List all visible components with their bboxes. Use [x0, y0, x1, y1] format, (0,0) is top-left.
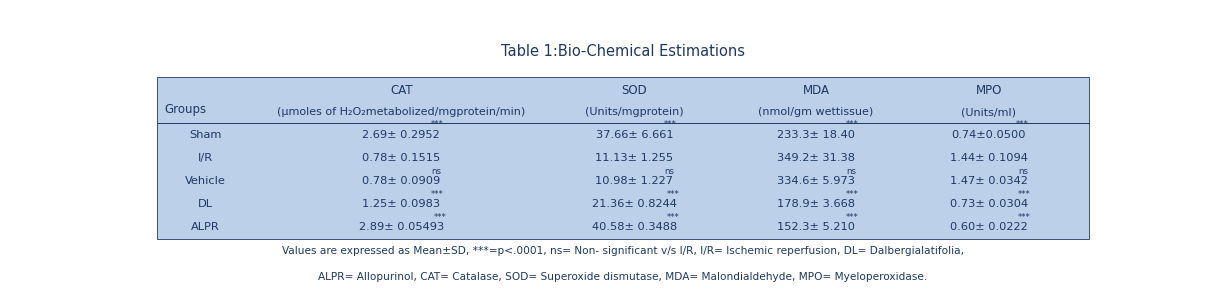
Text: 0.60± 0.0222: 0.60± 0.0222 [950, 222, 1028, 232]
Text: 2.89± 0.05493: 2.89± 0.05493 [358, 222, 443, 232]
Text: ***: *** [666, 213, 679, 222]
Text: ALPR= Allopurinol, CAT= Catalase, SOD= Superoxide dismutase, MDA= Malondialdehyd: ALPR= Allopurinol, CAT= Catalase, SOD= S… [318, 272, 927, 282]
Text: ***: *** [431, 120, 443, 130]
Text: ***: *** [1018, 190, 1032, 199]
Text: ns: ns [1018, 167, 1028, 176]
Text: ***: *** [846, 120, 859, 130]
Text: 233.3± 18.40: 233.3± 18.40 [778, 130, 855, 140]
Text: DL: DL [198, 199, 213, 209]
FancyBboxPatch shape [157, 77, 1089, 239]
Text: 37.66± 6.661: 37.66± 6.661 [595, 130, 673, 140]
Text: ***: *** [434, 213, 446, 222]
Text: MDA: MDA [803, 84, 830, 97]
Text: ***: *** [665, 120, 677, 130]
Text: ***: *** [1018, 213, 1032, 222]
Text: 1.25± 0.0983: 1.25± 0.0983 [362, 199, 440, 209]
Text: ***: *** [1016, 120, 1029, 130]
Text: (Units/mgprotein): (Units/mgprotein) [586, 107, 684, 117]
Text: ns: ns [846, 167, 855, 176]
Text: 21.36± 0.8244: 21.36± 0.8244 [592, 199, 677, 209]
Text: (nmol/gm wettissue): (nmol/gm wettissue) [758, 107, 874, 117]
Text: 349.2± 31.38: 349.2± 31.38 [778, 153, 855, 163]
Text: 10.98± 1.227: 10.98± 1.227 [595, 176, 673, 186]
Text: 0.74±0.0500: 0.74±0.0500 [951, 130, 1025, 140]
Text: 40.58± 0.3488: 40.58± 0.3488 [592, 222, 677, 232]
Text: SOD: SOD [621, 84, 648, 97]
Text: 1.44± 0.1094: 1.44± 0.1094 [950, 153, 1028, 163]
Text: MPO: MPO [976, 84, 1001, 97]
Text: 0.78± 0.0909: 0.78± 0.0909 [362, 176, 440, 186]
Text: I/R: I/R [198, 153, 213, 163]
Text: (μmoles of H₂O₂metabolized/mgprotein/min): (μmoles of H₂O₂metabolized/mgprotein/min… [277, 107, 525, 117]
Text: ***: *** [846, 213, 859, 222]
Text: ***: *** [431, 190, 443, 199]
Text: 2.69± 0.2952: 2.69± 0.2952 [362, 130, 440, 140]
Text: ns: ns [665, 167, 674, 176]
Text: 0.73± 0.0304: 0.73± 0.0304 [949, 199, 1028, 209]
Text: 334.6± 5.973: 334.6± 5.973 [778, 176, 855, 186]
Text: Values are expressed as Mean±SD, ***=p<.0001, ns= Non- significant v/s I/R, I/R=: Values are expressed as Mean±SD, ***=p<.… [282, 246, 963, 255]
Text: CAT: CAT [390, 84, 413, 97]
Text: Sham: Sham [190, 130, 221, 140]
Text: ALPR: ALPR [191, 222, 220, 232]
Text: 0.78± 0.1515: 0.78± 0.1515 [362, 153, 440, 163]
Text: Vehicle: Vehicle [185, 176, 226, 186]
Text: Table 1:Bio-Chemical Estimations: Table 1:Bio-Chemical Estimations [501, 44, 745, 59]
Text: (Units/ml): (Units/ml) [961, 107, 1016, 117]
Text: 11.13± 1.255: 11.13± 1.255 [595, 153, 673, 163]
Text: Groups: Groups [164, 103, 207, 116]
Text: 1.47± 0.0342: 1.47± 0.0342 [950, 176, 1028, 186]
Text: ***: *** [846, 190, 859, 199]
Text: 152.3± 5.210: 152.3± 5.210 [778, 222, 855, 232]
Text: 178.9± 3.668: 178.9± 3.668 [778, 199, 855, 209]
Text: ***: *** [666, 190, 679, 199]
Text: ns: ns [431, 167, 441, 176]
